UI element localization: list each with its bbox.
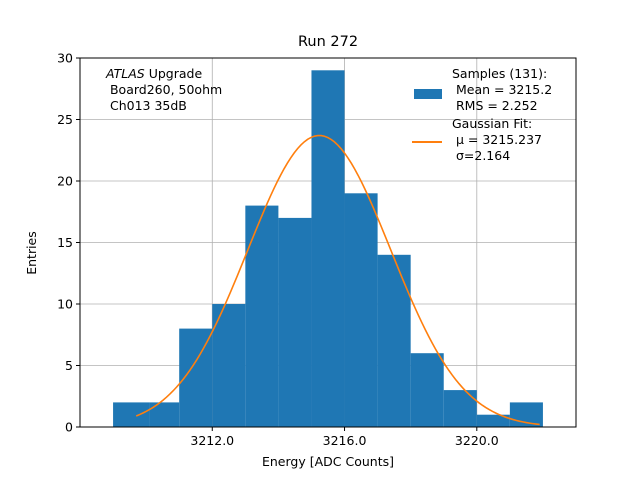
- legend-samples-rms: RMS = 2.252: [452, 98, 538, 113]
- legend-samples-title: Samples (131):: [452, 66, 548, 81]
- chart-title: Run 272: [297, 34, 359, 50]
- histogram-bar: [443, 390, 477, 427]
- y-tick-label: 20: [57, 174, 73, 189]
- x-axis-ticks: 3212.0 3216.0 3220.0: [190, 427, 499, 448]
- histogram-bar: [245, 205, 279, 427]
- legend-fit-title: Gaussian Fit:: [452, 116, 533, 131]
- histogram-bar: [377, 254, 411, 427]
- y-axis-label: Entries: [24, 231, 39, 275]
- histogram-bar: [113, 402, 150, 427]
- x-tick-label: 3212.0: [190, 433, 234, 448]
- histogram-bars: [113, 70, 543, 428]
- legend-fit-mu: μ = 3215.237: [452, 132, 542, 147]
- y-tick-label: 25: [57, 112, 73, 127]
- legend-swatch-fit: [412, 141, 442, 143]
- x-tick-label: 3220.0: [455, 433, 499, 448]
- x-tick-label: 3216.0: [323, 433, 367, 448]
- legend-fit-sigma: σ=2.164: [452, 148, 511, 163]
- annotation-channel: Ch013 35dB: [106, 98, 187, 113]
- histogram-bar: [311, 70, 345, 428]
- y-tick-label: 10: [57, 297, 73, 312]
- histogram-bar: [212, 304, 246, 427]
- legend-entry-samples: Samples (131): Mean = 3215.2 RMS = 2.252: [408, 66, 552, 114]
- histogram-bar: [476, 414, 510, 427]
- y-tick-label: 15: [57, 235, 73, 250]
- histogram-bar: [278, 217, 312, 427]
- legend-entry-fit: Gaussian Fit: μ = 3215.237 σ=2.164: [408, 116, 552, 164]
- legend: Samples (131): Mean = 3215.2 RMS = 2.252…: [408, 66, 552, 166]
- annotation-board: Board260, 50ohm: [106, 82, 223, 97]
- legend-swatch-samples: [414, 89, 442, 99]
- gaussian-fit-curve: [135, 134, 540, 426]
- annotation-experiment-suffix: Upgrade: [144, 66, 203, 81]
- atlas-annotation: ATLAS Upgrade Board260, 50ohm Ch013 35dB: [106, 66, 222, 114]
- y-axis-ticks: 0 5 10 15 20 25 30: [57, 51, 80, 435]
- y-tick-label: 0: [65, 420, 73, 435]
- histogram-bar: [410, 353, 444, 427]
- y-tick-label: 5: [65, 358, 73, 373]
- histogram-bar: [344, 193, 378, 427]
- annotation-experiment: ATLAS: [106, 66, 145, 81]
- y-tick-label: 30: [57, 51, 73, 66]
- x-axis-label: Energy [ADC Counts]: [261, 454, 394, 469]
- legend-samples-mean: Mean = 3215.2: [452, 82, 553, 97]
